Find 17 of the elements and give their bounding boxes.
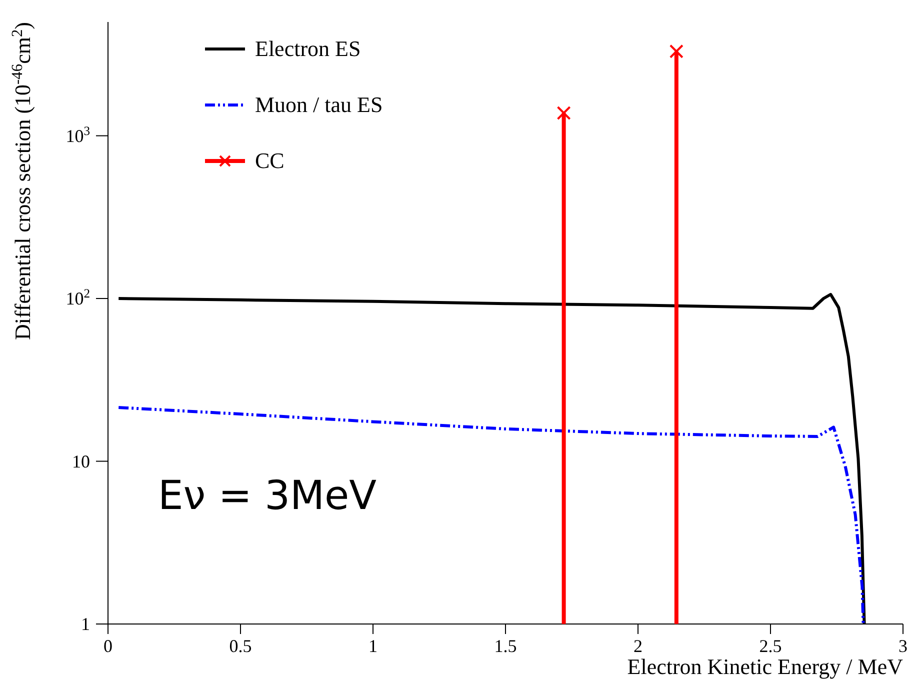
y-tick-label: 10 — [72, 451, 90, 472]
legend-label: Muon / tau ES — [255, 92, 383, 118]
x-tick-label: 1 — [368, 636, 378, 656]
line-series — [117, 406, 865, 624]
x-tick-label: 0 — [104, 636, 112, 656]
legend-label: CC — [255, 148, 284, 174]
x-tick-label: 3 — [898, 636, 908, 656]
x-tick-label: 2 — [634, 636, 642, 656]
x-tick-label: 1.5 — [494, 636, 517, 656]
annotation: Eν = 3MeV — [158, 473, 376, 519]
y-tick-label: 10$^{2}$ — [66, 286, 90, 309]
y-tick-label: 1 — [81, 614, 90, 634]
x-axis-title: Electron Kinetic Energy / MeV — [627, 654, 904, 679]
legend-label: Electron ES — [255, 36, 361, 62]
x-tick-label: 0.5 — [229, 636, 252, 656]
y-tick-label: 10$^{3}$ — [66, 124, 90, 146]
x-tick-label: 2.5 — [759, 636, 782, 656]
